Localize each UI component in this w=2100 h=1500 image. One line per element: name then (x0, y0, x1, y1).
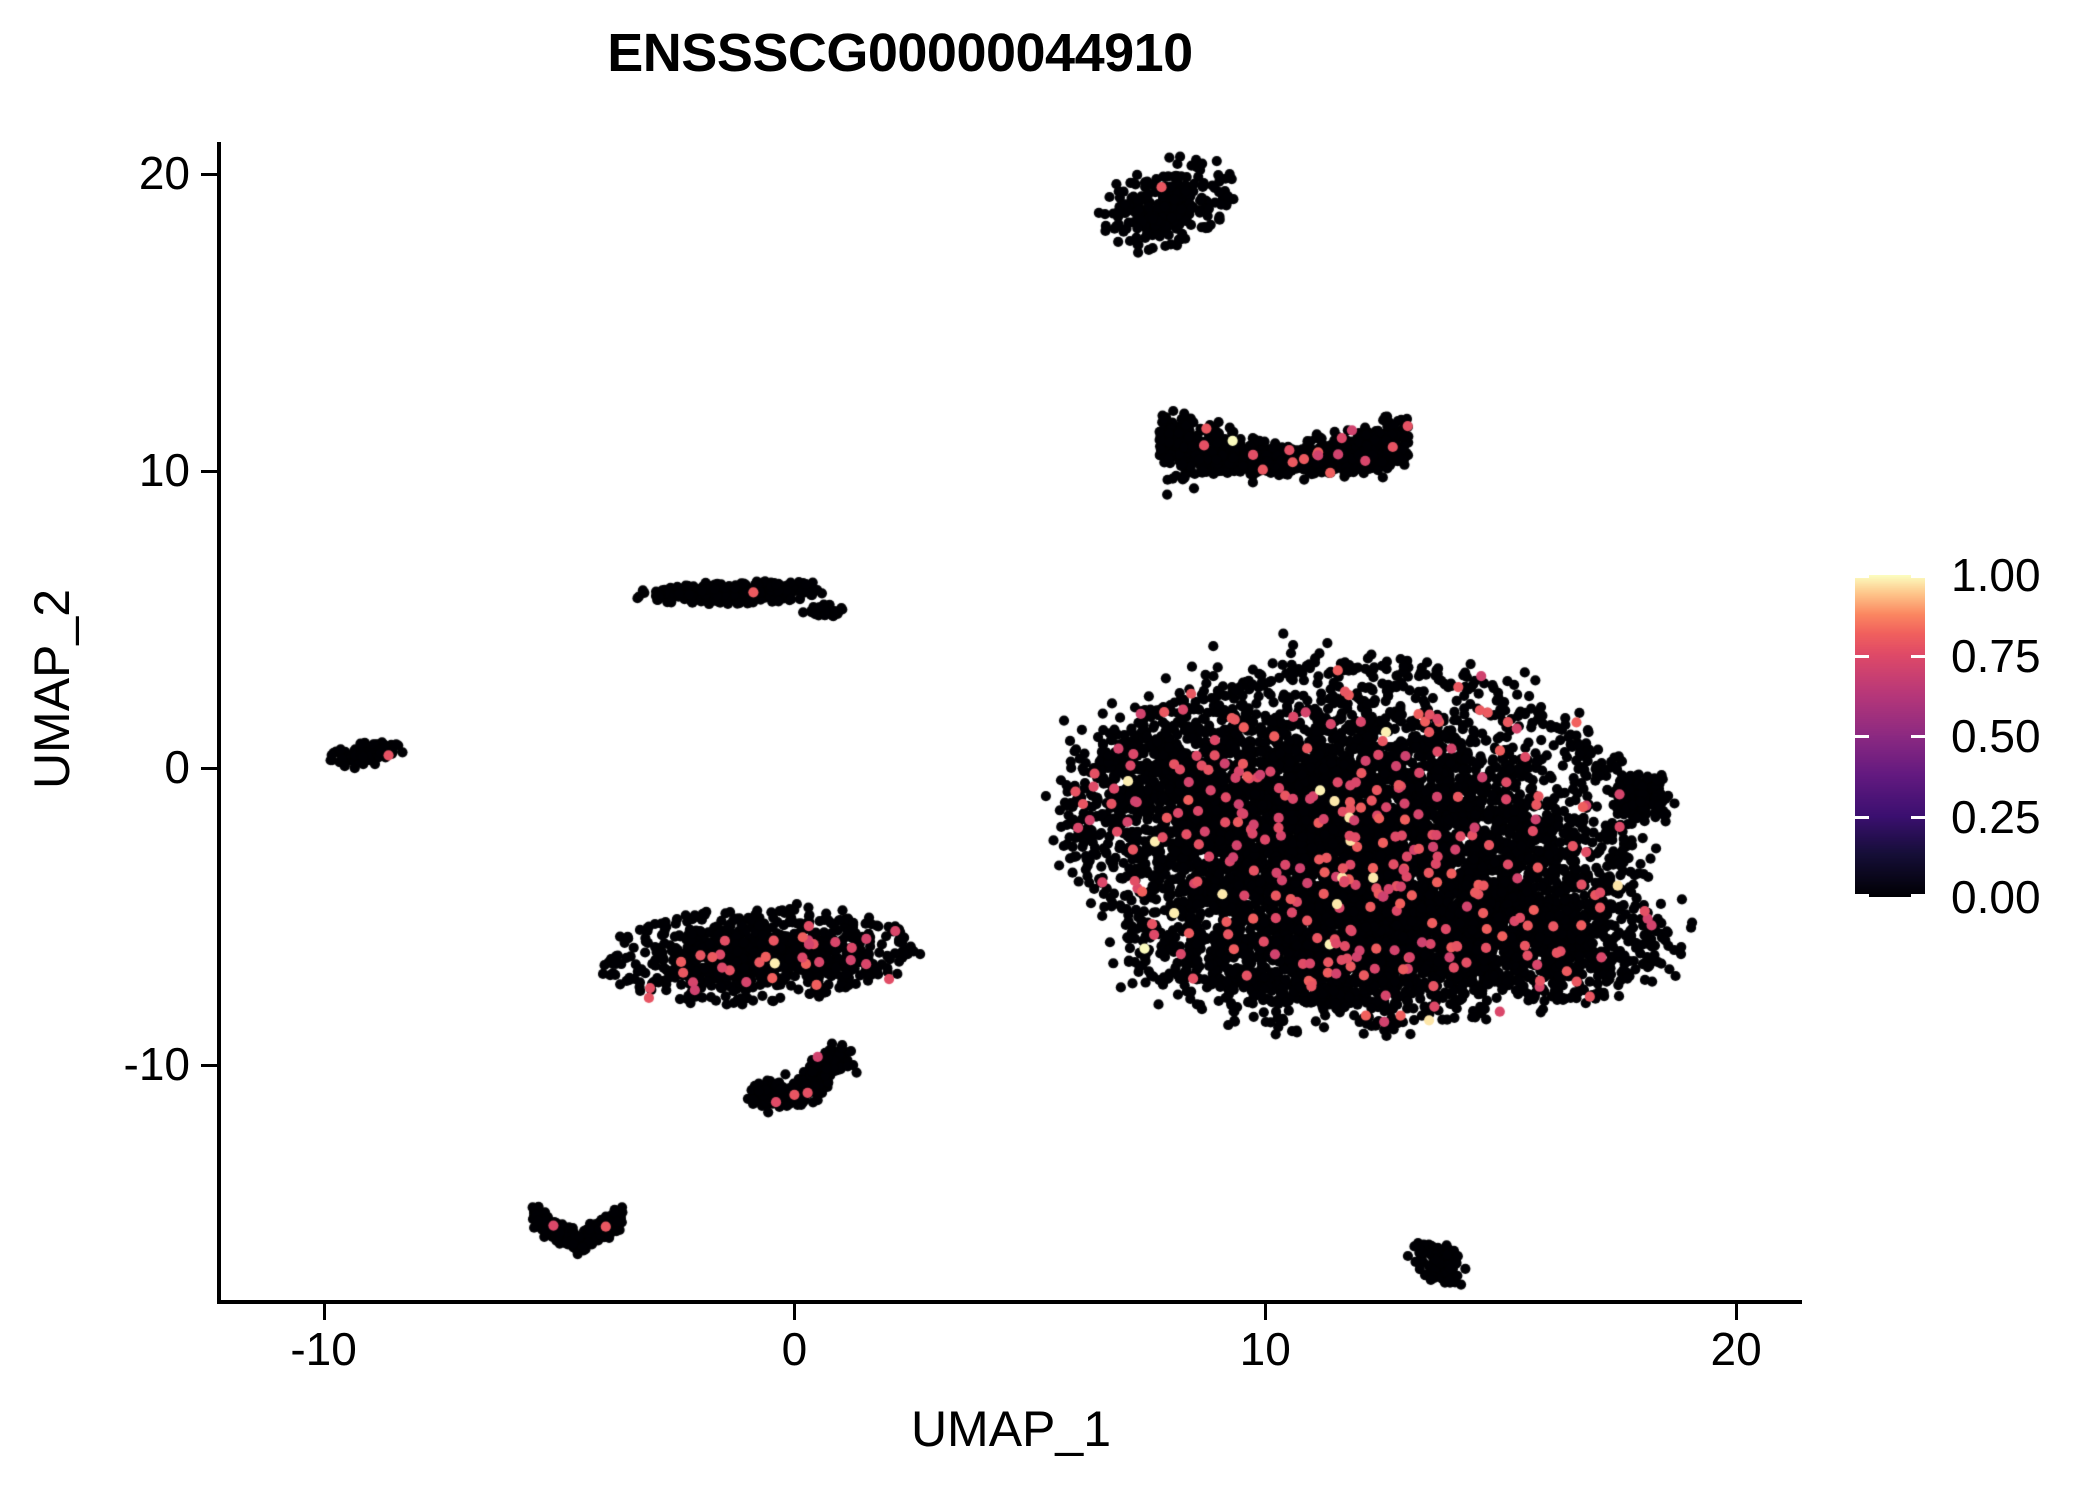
colorbar-tick-mark (1911, 894, 1925, 897)
y-tick-label: 20 (138, 147, 190, 200)
colorbar-tick-mark (1855, 735, 1869, 738)
y-tick-label: -10 (123, 1037, 190, 1090)
x-tick-label: 0 (781, 1323, 808, 1375)
page-title: ENSSSCG00000044910 (607, 23, 1193, 83)
x-tick-mark (1735, 1304, 1739, 1320)
colorbar-tick-mark (1911, 575, 1925, 578)
colorbar-tick-mark (1855, 654, 1869, 658)
colorbar-label: 0.75 (1951, 629, 2041, 682)
colorbar-tick-mark (1855, 815, 1869, 819)
y-axis-line (217, 142, 221, 1304)
colorbar-label: 0.50 (1951, 710, 2041, 762)
x-tick-label: 20 (1710, 1323, 1762, 1375)
colorbar-tick-mark (1911, 815, 1925, 819)
y-tick-mark (201, 1063, 217, 1067)
colorbar-tick-mark (1911, 735, 1925, 738)
x-tick-label: 10 (1239, 1323, 1291, 1375)
colorbar-label: 1.00 (1951, 549, 2041, 601)
x-tick-label: -10 (290, 1323, 357, 1375)
scatter-points-canvas (220, 100, 1802, 1302)
colorbar-tick-mark (1855, 894, 1869, 897)
y-tick-label: 10 (138, 443, 190, 496)
x-tick-mark (322, 1304, 326, 1320)
x-axis-title: UMAP_1 (910, 1401, 1112, 1457)
y-axis-title: UMAP_2 (24, 588, 80, 790)
x-axis-line (220, 1300, 1802, 1304)
colorbar-tick-mark (1855, 575, 1869, 578)
colorbar-label: 0.25 (1951, 790, 2041, 843)
scatter-plot-panel (220, 100, 1802, 1302)
y-tick-label: 0 (164, 740, 190, 793)
y-tick-mark (201, 469, 217, 473)
x-tick-mark (1264, 1304, 1268, 1320)
x-tick-mark (793, 1304, 797, 1320)
colorbar-tick-mark (1911, 654, 1925, 658)
colorbar-label: 0.00 (1951, 871, 2041, 923)
y-tick-mark (201, 173, 217, 177)
y-tick-mark (201, 766, 217, 770)
